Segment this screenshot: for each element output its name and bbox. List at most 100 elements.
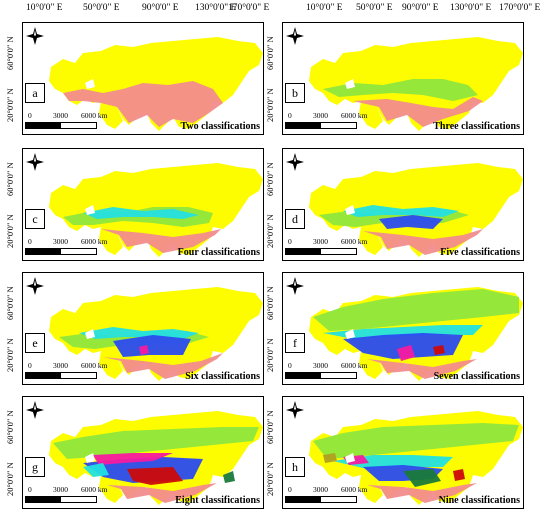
scale-tick: 3000 (53, 111, 68, 120)
scale-tick: 3000 (313, 361, 328, 370)
north-arrow-icon (286, 277, 304, 300)
panel-letter: c (25, 209, 45, 229)
scale-tick: 0 (288, 111, 292, 120)
scale-tick: 3000 (53, 237, 68, 246)
latitude-label: 20°0'0" N (265, 462, 275, 496)
panel-title: Four classifications (177, 247, 260, 258)
scale-tick: 0 (28, 485, 32, 494)
lon-label-right-1: 10°0'0" E (306, 3, 343, 13)
latitude-label: 60°0'0" N (5, 410, 15, 444)
map-panel-b: b Three classifications 0 3000 6000 km (282, 22, 524, 135)
panel-title: Eight classifications (175, 495, 260, 506)
scale-tick: 3000 (53, 361, 68, 370)
lon-label-right-2: 50°0'0" E (356, 3, 393, 13)
latitude-label: 20°0'0" N (265, 88, 275, 122)
class-region (433, 345, 445, 355)
map-panel-d: d Five classifications 0 3000 6000 km (282, 148, 524, 261)
panel-letter: b (285, 83, 305, 103)
latitude-label: 60°0'0" N (265, 410, 275, 444)
latitude-label: 20°0'0" N (5, 462, 15, 496)
class-region (139, 345, 149, 355)
north-arrow-icon (26, 277, 44, 300)
class-region (403, 469, 441, 487)
map-panel-f: f Seven classifications 0 3000 6000 km (282, 272, 524, 385)
map-panel-c: c Four classifications 0 3000 6000 km (22, 148, 264, 261)
scale-tick: 6000 km (341, 111, 368, 120)
class-region (323, 79, 478, 101)
latitude-label: 60°0'0" N (5, 162, 15, 196)
panel-title: Six classifications (185, 371, 260, 382)
latitude-label: 60°0'0" N (265, 162, 275, 196)
map-panel-g: g Eight classifications 0 3000 6000 km (22, 396, 264, 509)
class-region (313, 423, 519, 459)
top-longitude-labels: 10°0'0" E 50°0'0" E 90°0'0" E 130°0'0" E… (0, 0, 550, 20)
scale-tick: 0 (288, 361, 292, 370)
class-region (127, 467, 183, 485)
scale-bar: 0 3000 6000 km (285, 485, 367, 505)
class-region (63, 81, 223, 127)
class-region (53, 427, 259, 459)
scale-bar: 0 3000 6000 km (25, 237, 107, 257)
latitude-label: 20°0'0" N (265, 338, 275, 372)
scale-tick: 6000 km (341, 237, 368, 246)
north-arrow-icon (26, 153, 44, 176)
panel-letter: e (25, 333, 45, 353)
panel-title: Two classifications (180, 121, 260, 132)
eurasia-map (309, 163, 523, 257)
map-panel-a: a Two classifications 0 3000 6000 km (22, 22, 264, 135)
eurasia-map (309, 411, 523, 505)
panel-letter: a (25, 83, 45, 103)
panel-title: Five classifications (440, 247, 520, 258)
class-region (367, 483, 477, 503)
class-region (313, 289, 519, 331)
scale-tick: 0 (28, 237, 32, 246)
north-arrow-icon (286, 153, 304, 176)
class-region (343, 205, 459, 217)
north-arrow-icon (286, 27, 304, 50)
eurasia-map (309, 287, 523, 381)
lon-label-left-3: 90°0'0" E (142, 3, 179, 13)
class-region (367, 359, 477, 379)
class-region (223, 471, 235, 483)
latitude-label: 60°0'0" N (5, 286, 15, 320)
class-region (353, 97, 483, 127)
lon-label-left-4: 130°0'0" E (195, 3, 237, 13)
class-region (323, 325, 483, 339)
scale-tick: 0 (288, 237, 292, 246)
panel-letter: d (285, 209, 305, 229)
class-region (79, 327, 199, 339)
lon-label-right-3: 90°0'0" E (402, 3, 439, 13)
map-panel-h: h Nine classifications 0 3000 6000 km (282, 396, 524, 509)
scale-tick: 6000 km (81, 111, 108, 120)
class-region (323, 453, 337, 463)
scale-tick: 6000 km (81, 361, 108, 370)
scale-tick: 6000 km (81, 237, 108, 246)
north-arrow-icon (26, 401, 44, 424)
latitude-label: 60°0'0" N (265, 36, 275, 70)
class-region (453, 469, 465, 481)
scale-tick: 3000 (313, 237, 328, 246)
class-region (83, 207, 199, 219)
latitude-label: 60°0'0" N (265, 286, 275, 320)
class-region (107, 483, 217, 503)
class-region (103, 353, 223, 379)
latitude-label: 20°0'0" N (5, 214, 15, 248)
lon-label-left-5: 170°0'0" E (228, 3, 270, 13)
scale-tick: 0 (28, 361, 32, 370)
scale-bar: 0 3000 6000 km (285, 237, 367, 257)
latitude-label: 20°0'0" N (5, 88, 15, 122)
scale-tick: 0 (288, 485, 292, 494)
lon-label-right-5: 170°0'0" E (499, 3, 541, 13)
eurasia-map (49, 37, 263, 131)
scale-bar: 0 3000 6000 km (25, 485, 107, 505)
eurasia-map (49, 287, 263, 381)
scale-tick: 6000 km (341, 485, 368, 494)
class-region (113, 335, 191, 357)
scale-bar: 0 3000 6000 km (285, 111, 367, 131)
class-region (93, 453, 173, 465)
lon-label-right-4: 130°0'0" E (450, 3, 492, 13)
scale-tick: 6000 km (341, 361, 368, 370)
class-region (343, 333, 463, 359)
latitude-label: 60°0'0" N (5, 36, 15, 70)
panel-title: Nine classifications (438, 495, 520, 506)
